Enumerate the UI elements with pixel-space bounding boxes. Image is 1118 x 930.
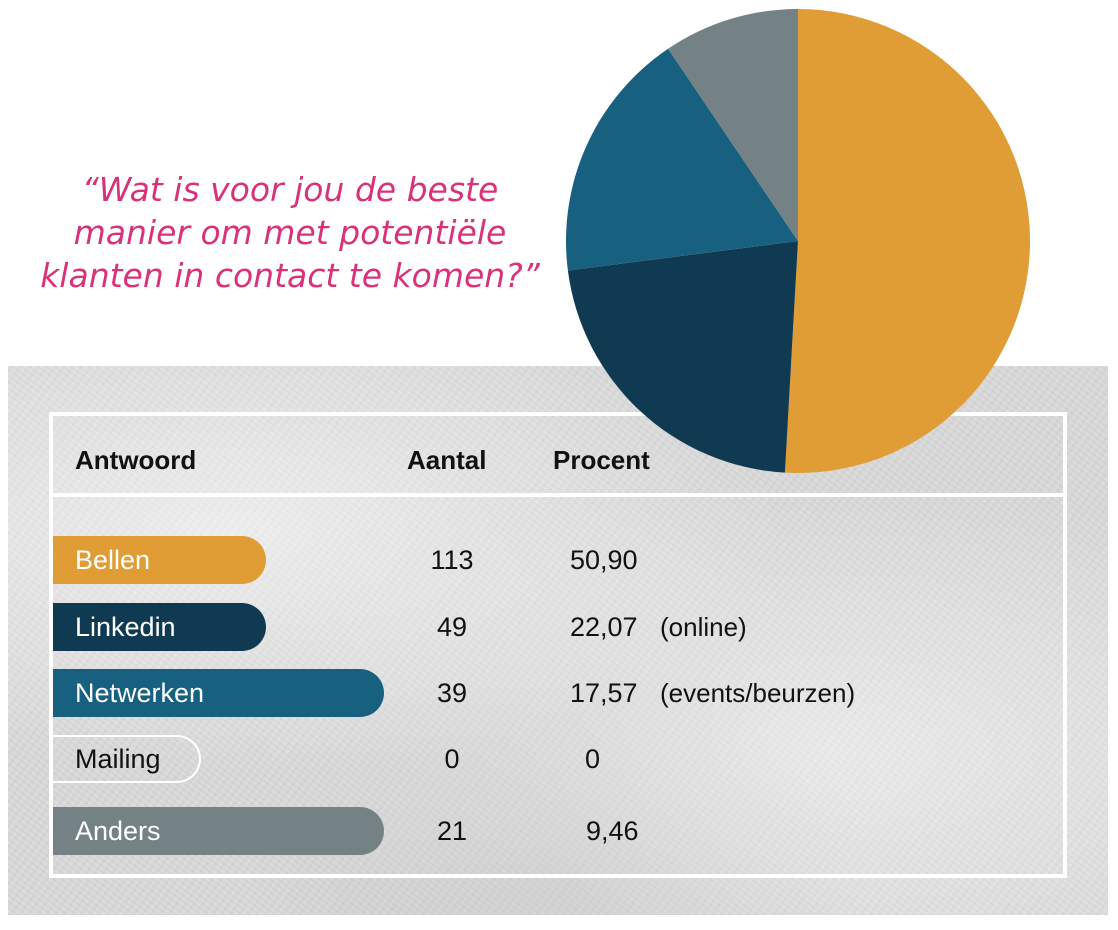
count-cell: 39: [436, 678, 468, 708]
count-cell: 113: [430, 545, 474, 575]
header-percent: Procent: [553, 445, 650, 475]
question-line-2: manier om met potentiële: [73, 213, 507, 252]
answer-pill-mailing: Mailing: [53, 735, 201, 783]
pie-slice-bellen: [784, 9, 1031, 474]
percent-cell: 22,07: [570, 612, 638, 642]
count-cell: 0: [444, 744, 460, 774]
percent-cell: 0: [585, 744, 601, 774]
answer-pill-bellen: Bellen: [53, 536, 266, 584]
question-line-1: “Wat is voor jou de beste: [81, 170, 499, 209]
results-table-frame: [49, 412, 1067, 878]
pie-chart: [566, 8, 1031, 474]
count-cell: 21: [436, 816, 468, 846]
survey-question: “Wat is voor jou de beste manier om met …: [40, 168, 540, 297]
pie-slice-anders: [668, 8, 798, 241]
note-cell: (events/beurzen): [660, 678, 856, 708]
header-divider: [49, 493, 1067, 497]
pie-slice-linkedin: [567, 241, 798, 473]
answer-pill-linkedin: Linkedin: [53, 603, 266, 651]
percent-cell: 50,90: [570, 545, 638, 575]
percent-cell: 9,46: [586, 816, 639, 846]
pie-slice-netwerken: [566, 48, 798, 271]
note-cell: (online): [660, 612, 747, 642]
header-count: Aantal: [407, 445, 487, 475]
answer-pill-anders: Anders: [53, 807, 384, 855]
header-answer: Antwoord: [75, 445, 197, 475]
question-line-3: klanten in contact te komen?”: [40, 256, 540, 295]
answer-pill-netwerken: Netwerken: [53, 669, 384, 717]
percent-cell: 17,57: [570, 678, 638, 708]
count-cell: 49: [436, 612, 468, 642]
